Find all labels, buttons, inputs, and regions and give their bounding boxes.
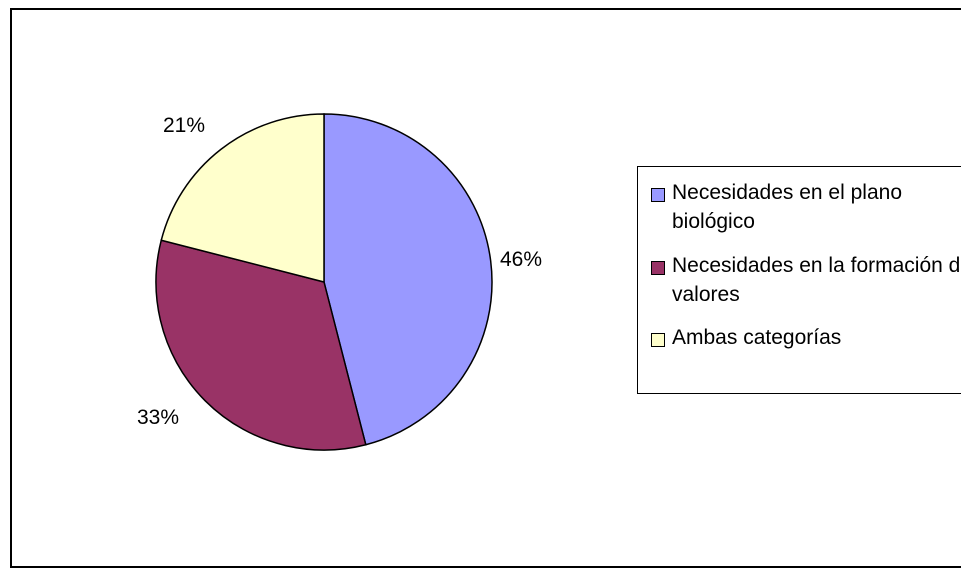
pie-slice-2 [160,113,325,283]
legend-item-valores: Necesidades en la formación de valores [651,251,961,309]
legend-swatch-1 [651,261,665,275]
pie-slice-0 [323,113,493,446]
slice-label-0: 46% [500,248,542,271]
slice-label-1: 33% [137,406,179,429]
legend-label-0: Necesidades en el plano biológico [672,181,902,233]
legend-swatch-2 [651,333,665,347]
legend-label-2: Ambas categorías [672,326,842,349]
legend: Necesidades en el plano biológico Necesi… [637,166,961,394]
legend-label-1: Necesidades en la formación de valores [672,254,961,306]
pie-slice-1 [155,239,367,451]
pie-labels: 46% 33% 21% [137,114,542,429]
legend-swatch-0 [651,188,665,202]
pie-chart: 46% 33% 21% [137,113,542,451]
pie-slices [155,113,493,451]
legend-item-ambas: Ambas categorías [651,323,961,352]
slice-label-2: 21% [163,114,205,137]
legend-item-biologico: Necesidades en el plano biológico [651,178,961,236]
